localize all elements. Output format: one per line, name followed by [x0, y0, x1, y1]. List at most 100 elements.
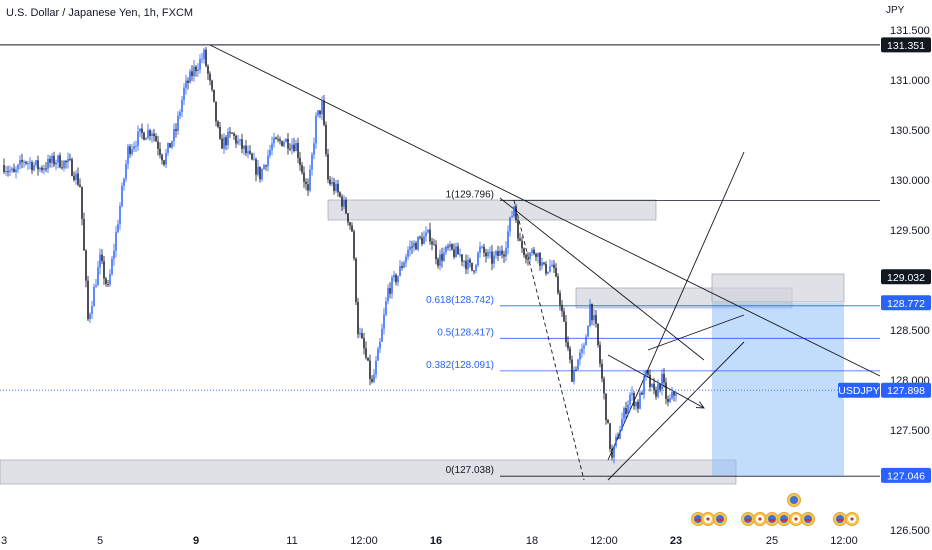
target-box[interactable] — [712, 303, 844, 476]
candle-up — [495, 251, 497, 256]
candle-down — [441, 254, 443, 261]
x-tick-label: 5 — [97, 535, 103, 547]
candle-up — [317, 110, 319, 116]
candle-down — [213, 89, 215, 102]
economic-event-icon[interactable] — [833, 512, 847, 526]
candle-down — [21, 160, 23, 162]
candle-down — [565, 321, 567, 343]
candle-down — [673, 392, 675, 396]
x-tick-label: 12:00 — [590, 535, 618, 547]
candle-down — [545, 263, 547, 274]
candle-up — [35, 160, 37, 165]
candle-down — [157, 141, 159, 149]
candle-down — [369, 360, 371, 379]
price-badge[interactable] — [881, 467, 931, 483]
candle-down — [233, 133, 235, 136]
candle-down — [519, 238, 521, 241]
economic-event-icon[interactable] — [777, 512, 791, 526]
x-tick-label: 9 — [193, 535, 199, 547]
candle-down — [433, 244, 435, 246]
candle-down — [229, 131, 231, 133]
candle-up — [551, 264, 553, 267]
candle-down — [85, 250, 87, 281]
supply-demand-zone[interactable] — [0, 459, 737, 485]
candle-down — [543, 262, 545, 264]
candle-down — [215, 101, 217, 122]
candle-down — [471, 262, 473, 271]
candle-up — [405, 256, 407, 263]
candle-up — [269, 149, 271, 156]
economic-event-icon[interactable] — [801, 512, 815, 526]
candle-down — [515, 206, 517, 221]
candle-up — [39, 167, 41, 170]
fib-trend-line[interactable] — [513, 200, 585, 481]
candle-down — [303, 172, 305, 182]
candle-up — [377, 348, 379, 361]
events-layer[interactable] — [691, 493, 859, 526]
candle-down — [557, 276, 559, 293]
trend-line[interactable] — [607, 151, 745, 461]
candle-up — [47, 158, 49, 169]
candle-up — [91, 306, 93, 314]
trend-line[interactable] — [499, 197, 705, 361]
flag-icon — [790, 496, 798, 504]
candle-down — [81, 186, 83, 219]
candle-down — [497, 251, 499, 256]
candle-up — [627, 404, 629, 415]
price-badge[interactable] — [881, 382, 931, 398]
economic-event-icon[interactable] — [701, 512, 715, 526]
candle-down — [211, 80, 213, 90]
price-badge[interactable] — [881, 269, 931, 285]
projection-arrow[interactable] — [607, 354, 705, 409]
candle-down — [601, 363, 603, 379]
economic-event-icon[interactable] — [713, 512, 727, 526]
symbol-title[interactable]: U.S. Dollar / Japanese Yen, 1h, FXCM — [6, 7, 194, 19]
candle-up — [9, 170, 11, 172]
price-badge[interactable] — [881, 295, 931, 311]
candle-down — [301, 165, 303, 173]
candle-down — [287, 138, 289, 149]
economic-event-icon[interactable] — [789, 512, 803, 526]
trend-line[interactable] — [209, 44, 881, 377]
symbol-price-badge[interactable] — [838, 382, 880, 398]
candle-down — [469, 259, 471, 263]
economic-event-icon[interactable] — [753, 512, 767, 526]
candle-down — [153, 133, 155, 137]
candle-up — [513, 206, 515, 216]
fibonacci-retracement[interactable]: 1(129.796) 0.618(128.742) 0.5(128.417) 0.38… — [426, 189, 880, 477]
candle-down — [3, 165, 5, 172]
candle-up — [267, 155, 269, 167]
trend-line[interactable] — [607, 341, 745, 481]
candle-down — [175, 129, 177, 131]
flag-icon-dot — [706, 517, 710, 521]
candle-up — [621, 419, 623, 431]
trend-line[interactable] — [647, 314, 745, 351]
candle-up — [5, 171, 7, 173]
candle-down — [453, 249, 455, 257]
candle-up — [199, 59, 201, 70]
candle-up — [313, 143, 315, 155]
supply-demand-zone[interactable] — [711, 273, 845, 303]
price-badge[interactable] — [881, 37, 931, 53]
candle-up — [671, 392, 673, 399]
candle-down — [163, 160, 165, 165]
candle-up — [321, 100, 323, 115]
candle-up — [223, 137, 225, 149]
y-tick-label: 130.000 — [890, 175, 930, 187]
candle-down — [41, 167, 43, 171]
economic-event-icon[interactable] — [765, 512, 779, 526]
candle-up — [581, 348, 583, 353]
candle-up — [165, 152, 167, 165]
economic-event-icon[interactable] — [741, 512, 755, 526]
economic-event-icon[interactable] — [845, 512, 859, 526]
economic-event-icon[interactable] — [787, 493, 801, 507]
economic-event-icon[interactable] — [691, 512, 705, 526]
fib-level-label: 1(129.796) — [446, 189, 494, 200]
candle-up — [585, 336, 587, 346]
supply-demand-zone[interactable] — [327, 199, 657, 221]
candle-up — [589, 303, 591, 326]
candle-up — [243, 145, 245, 149]
x-tick-label: 18 — [526, 535, 538, 547]
